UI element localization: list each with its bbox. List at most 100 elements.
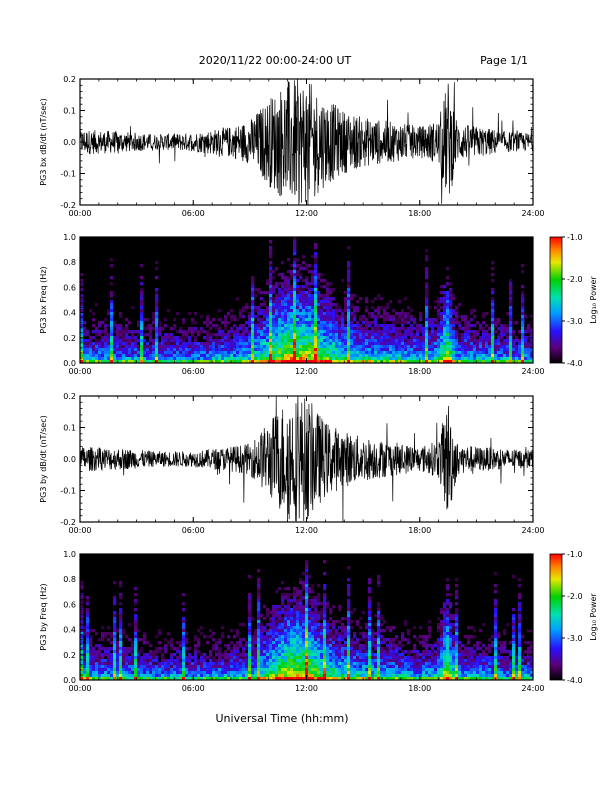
spectrogram-cell: [380, 327, 384, 331]
spectrogram-cell: [275, 357, 279, 361]
spectrogram-cell: [287, 638, 291, 642]
spectrogram-cell: [113, 671, 117, 675]
spectrogram-cell: [155, 650, 159, 654]
spectrogram-cell: [110, 348, 114, 352]
spectrogram-cell: [278, 273, 282, 277]
spectrogram-cell: [272, 291, 276, 295]
x-tick-label: 00:00: [68, 209, 91, 218]
spectrogram-cell: [272, 330, 276, 334]
spectrogram-cell: [395, 342, 399, 346]
spectrogram-cell: [338, 309, 342, 313]
spectrogram-cell: [332, 635, 336, 639]
spectrogram-cell: [101, 677, 105, 681]
spectrogram-cell: [464, 360, 468, 364]
spectrogram-cell: [524, 330, 528, 334]
spectrogram-cell: [386, 336, 390, 340]
spectrogram-cell: [257, 611, 261, 615]
spectrogram-cell: [83, 357, 87, 361]
spectrogram-cell: [86, 596, 90, 600]
spectrogram-cell: [185, 671, 189, 675]
spectrogram-cell: [365, 360, 369, 364]
spectrogram-cell: [482, 342, 486, 346]
spectrogram-cell: [92, 357, 96, 361]
spectrogram-cell: [368, 360, 372, 364]
spectrogram-cell: [446, 342, 450, 346]
spectrogram-cell: [152, 653, 156, 657]
spectrogram-cell: [185, 665, 189, 669]
spectrogram-cell: [302, 351, 306, 355]
spectrogram-cell: [344, 674, 348, 678]
spectrogram-cell: [311, 629, 315, 633]
spectrogram-cell: [290, 309, 294, 313]
spectrogram-cell: [218, 309, 222, 313]
spectrogram-cell: [500, 354, 504, 358]
spectrogram-cell: [209, 321, 213, 325]
spectrogram-cell: [134, 339, 138, 343]
spectrogram-cell: [371, 315, 375, 319]
spectrogram-cell: [257, 596, 261, 600]
spectrogram-cell: [266, 623, 270, 627]
spectrogram-cell: [83, 629, 87, 633]
spectrogram-cell: [230, 653, 234, 657]
spectrogram-cell: [386, 303, 390, 307]
spectrogram-cell: [131, 354, 135, 358]
spectrogram-cell: [80, 282, 84, 286]
spectrogram-cell: [338, 653, 342, 657]
spectrogram-cell: [446, 291, 450, 295]
spectrogram-cell: [257, 345, 261, 349]
spectrogram-cell: [434, 360, 438, 364]
spectrogram-cell: [113, 321, 117, 325]
spectrogram-cell: [113, 360, 117, 364]
spectrogram-cell: [365, 626, 369, 630]
spectrogram-cell: [521, 285, 525, 289]
spectrogram-cell: [257, 593, 261, 597]
spectrogram-cell: [293, 309, 297, 313]
spectrogram-cell: [125, 647, 129, 651]
spectrogram-cell: [221, 321, 225, 325]
spectrogram-cell: [92, 324, 96, 328]
spectrogram-cell: [179, 644, 183, 648]
spectrogram-cell: [197, 330, 201, 334]
spectrogram-cell: [470, 342, 474, 346]
spectrogram-cell: [179, 357, 183, 361]
spectrogram-cell: [425, 273, 429, 277]
spectrogram-cell: [368, 617, 372, 621]
spectrogram-cell: [257, 668, 261, 672]
spectrogram-cell: [140, 638, 144, 642]
spectrogram-cell: [113, 339, 117, 343]
spectrogram-cell: [287, 312, 291, 316]
spectrogram-cell: [104, 632, 108, 636]
spectrogram-cell: [368, 321, 372, 325]
spectrogram-cell: [257, 321, 261, 325]
spectrogram-cell: [209, 351, 213, 355]
spectrogram-cell: [125, 345, 129, 349]
spectrogram-cell: [419, 324, 423, 328]
spectrogram-cell: [287, 653, 291, 657]
spectrogram-cell: [266, 668, 270, 672]
spectrogram-cell: [350, 357, 354, 361]
spectrogram-cell: [251, 659, 255, 663]
spectrogram-cell: [167, 641, 171, 645]
spectrogram-cell: [251, 653, 255, 657]
spectrogram-cell: [404, 318, 408, 322]
spectrogram-cell: [272, 653, 276, 657]
spectrogram-cell: [329, 282, 333, 286]
spectrogram-cell: [185, 345, 189, 349]
spectrogram-cell: [134, 650, 138, 654]
spectrogram-cell: [506, 330, 510, 334]
spectrogram-cell: [110, 674, 114, 678]
spectrogram-cell: [293, 303, 297, 307]
spectrogram-cell: [383, 629, 387, 633]
spectrogram-cell: [272, 608, 276, 612]
spectrogram-cell: [377, 342, 381, 346]
spectrogram-cell: [491, 279, 495, 283]
spectrogram-cell: [155, 321, 159, 325]
spectrogram-cell: [311, 623, 315, 627]
spectrogram-cell: [317, 324, 321, 328]
spectrogram-cell: [440, 321, 444, 325]
spectrogram-cell: [386, 668, 390, 672]
spectrogram-cell: [311, 303, 315, 307]
spectrogram-cell: [107, 339, 111, 343]
spectrogram-cell: [248, 351, 252, 355]
spectrogram-cell: [476, 357, 480, 361]
